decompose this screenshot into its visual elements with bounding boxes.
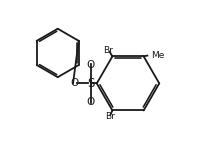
- Text: O: O: [86, 60, 95, 70]
- Text: O: O: [86, 97, 95, 107]
- Text: O: O: [71, 78, 79, 88]
- Text: Me: Me: [151, 51, 165, 60]
- Text: Br: Br: [104, 46, 113, 55]
- Text: Br: Br: [105, 112, 115, 121]
- Text: S: S: [87, 77, 94, 90]
